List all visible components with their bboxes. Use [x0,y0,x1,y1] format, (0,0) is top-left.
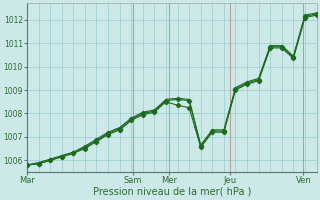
X-axis label: Pression niveau de la mer( hPa ): Pression niveau de la mer( hPa ) [92,187,251,197]
